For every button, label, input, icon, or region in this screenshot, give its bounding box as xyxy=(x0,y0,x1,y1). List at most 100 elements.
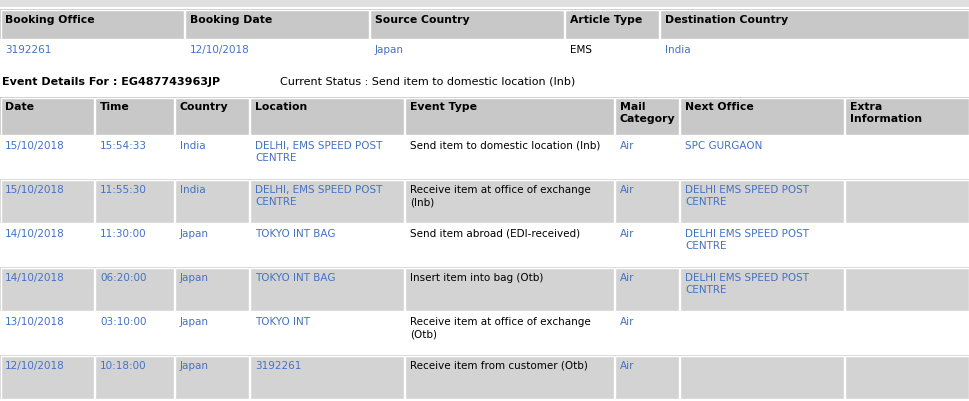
Bar xyxy=(405,355,614,399)
Bar xyxy=(0,0,969,8)
Bar xyxy=(680,180,844,223)
Text: 14/10/2018: 14/10/2018 xyxy=(5,229,65,239)
Text: 11:55:30: 11:55:30 xyxy=(100,184,146,194)
Bar xyxy=(0,97,969,98)
Text: Japan: Japan xyxy=(180,360,208,370)
Text: 14/10/2018: 14/10/2018 xyxy=(5,272,65,282)
Text: 06:20:00: 06:20:00 xyxy=(100,272,146,282)
Bar xyxy=(95,136,174,180)
Bar xyxy=(174,267,250,311)
Bar xyxy=(175,312,249,354)
Text: Insert item into bag (Otb): Insert item into bag (Otb) xyxy=(410,272,543,282)
Bar xyxy=(660,41,968,69)
Bar xyxy=(0,10,969,70)
Text: Receive item from customer (Otb): Receive item from customer (Otb) xyxy=(410,360,587,370)
Text: DELHI, EMS SPEED POST
CENTRE: DELHI, EMS SPEED POST CENTRE xyxy=(255,184,382,207)
Bar xyxy=(844,136,969,180)
Text: 3192261: 3192261 xyxy=(255,360,301,370)
Bar xyxy=(185,40,369,70)
Bar xyxy=(0,223,95,267)
Text: 15/10/2018: 15/10/2018 xyxy=(5,184,65,194)
Bar xyxy=(0,40,185,70)
Bar xyxy=(174,311,250,355)
Bar xyxy=(0,355,95,399)
Text: TOKYO INT BAG: TOKYO INT BAG xyxy=(255,229,335,239)
Text: Destination Country: Destination Country xyxy=(665,15,787,25)
Bar xyxy=(615,98,679,135)
Bar xyxy=(680,356,844,399)
Bar xyxy=(370,41,564,69)
Bar xyxy=(95,180,174,223)
Bar xyxy=(679,311,844,355)
Bar xyxy=(680,312,844,354)
Text: DELHI EMS SPEED POST
CENTRE: DELHI EMS SPEED POST CENTRE xyxy=(684,272,808,295)
Bar xyxy=(659,10,969,40)
Text: Send item abroad (EDI-received): Send item abroad (EDI-received) xyxy=(410,229,579,239)
Bar xyxy=(679,355,844,399)
Bar xyxy=(1,224,94,267)
Bar xyxy=(95,356,174,399)
Bar xyxy=(680,136,844,179)
Bar xyxy=(615,224,679,267)
Bar xyxy=(845,98,968,135)
Bar xyxy=(844,180,969,223)
Text: Japan: Japan xyxy=(180,229,208,239)
Bar xyxy=(614,223,679,267)
Text: 12/10/2018: 12/10/2018 xyxy=(5,360,65,370)
Bar xyxy=(405,180,614,223)
Bar xyxy=(844,223,969,267)
Text: India: India xyxy=(180,141,205,151)
Bar xyxy=(250,136,405,180)
Bar xyxy=(844,267,969,311)
Bar xyxy=(660,10,968,39)
Bar xyxy=(405,136,614,180)
Text: SPC GURGAON: SPC GURGAON xyxy=(684,141,762,151)
Text: 03:10:00: 03:10:00 xyxy=(100,316,146,326)
Bar xyxy=(95,312,174,354)
Text: EMS: EMS xyxy=(570,45,591,55)
Bar xyxy=(0,136,95,180)
Bar xyxy=(95,136,174,179)
Bar xyxy=(615,312,679,354)
Text: Next Office: Next Office xyxy=(684,102,753,112)
Bar xyxy=(0,73,969,97)
Bar xyxy=(405,267,614,311)
Bar xyxy=(369,40,564,70)
Bar xyxy=(1,10,184,39)
Text: 3192261: 3192261 xyxy=(5,45,51,55)
Text: TOKYO INT BAG: TOKYO INT BAG xyxy=(255,272,335,282)
Text: 15/10/2018: 15/10/2018 xyxy=(5,141,65,151)
Text: Event Type: Event Type xyxy=(410,102,477,112)
Bar xyxy=(0,70,969,73)
Bar xyxy=(175,224,249,267)
Bar xyxy=(95,180,174,223)
Bar xyxy=(844,355,969,399)
Bar xyxy=(0,10,185,40)
Bar xyxy=(1,268,94,311)
Text: Send item to domestic location (Inb): Send item to domestic location (Inb) xyxy=(410,141,600,151)
Bar xyxy=(185,10,369,40)
Text: India: India xyxy=(665,45,690,55)
Bar xyxy=(565,41,659,69)
Bar xyxy=(405,224,614,267)
Bar xyxy=(250,311,405,355)
Text: Article Type: Article Type xyxy=(570,15,641,25)
Bar xyxy=(845,312,968,354)
Text: Receive item at office of exchange
(Inb): Receive item at office of exchange (Inb) xyxy=(410,184,590,207)
Text: Air: Air xyxy=(619,316,634,326)
Text: Booking Office: Booking Office xyxy=(5,15,95,25)
Bar xyxy=(679,180,844,223)
Text: DELHI, EMS SPEED POST
CENTRE: DELHI, EMS SPEED POST CENTRE xyxy=(255,141,382,163)
Bar xyxy=(175,268,249,311)
Bar xyxy=(250,312,404,354)
Bar xyxy=(614,311,679,355)
Bar xyxy=(614,136,679,180)
Bar xyxy=(614,98,679,136)
Bar xyxy=(614,267,679,311)
Bar xyxy=(95,268,174,311)
Bar xyxy=(250,223,405,267)
Bar xyxy=(1,180,94,223)
Text: 15:54:33: 15:54:33 xyxy=(100,141,147,151)
Text: Location: Location xyxy=(255,102,307,112)
Bar xyxy=(405,180,614,223)
